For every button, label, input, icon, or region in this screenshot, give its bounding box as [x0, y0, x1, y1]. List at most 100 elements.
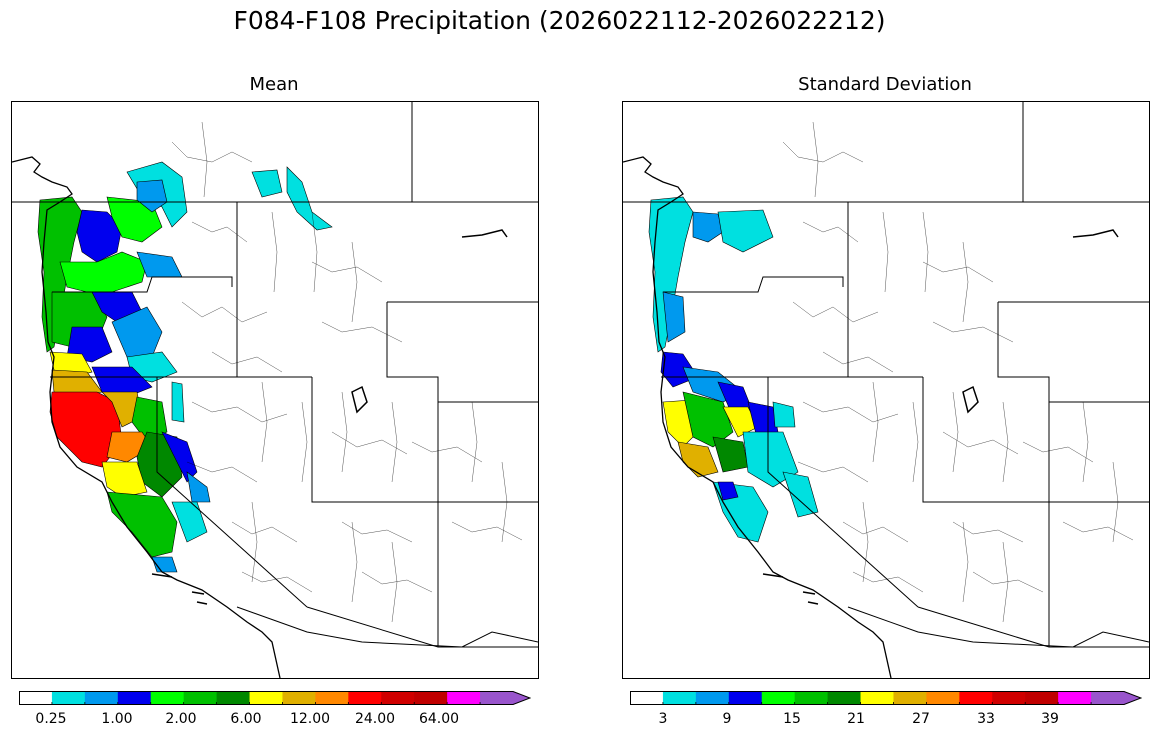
lake-michigan-shore: [461, 229, 508, 238]
colorbar-outline: [19, 691, 532, 705]
mean-map[interactable]: [11, 101, 539, 679]
channel-islands: [762, 573, 819, 605]
boundary-layer: [623, 102, 1149, 678]
colorbar-swatch: [794, 691, 829, 705]
channel-islands: [151, 573, 208, 605]
state-border-az: [917, 606, 1149, 648]
stddev-colorbar-tick: 9: [722, 711, 732, 727]
colorbar-swatch: [1058, 691, 1092, 705]
basin-fill: [286, 166, 333, 231]
colorbar-swatch: [728, 691, 763, 705]
coastline: [12, 156, 281, 678]
stddev-colorbar-tick: 33: [977, 711, 995, 727]
basin-fill: [171, 501, 208, 543]
basin-fill: [251, 169, 283, 198]
mean-colorbar-svg: [19, 691, 532, 705]
great-salt-lake: [351, 385, 368, 414]
basin-fill: [171, 381, 185, 423]
colorbar-swatch: [84, 691, 119, 705]
mean-colorbar-labels: 0.25 1.00 2.00 6.00 12.00 24.00 64.00: [19, 711, 531, 731]
colorbar-swatch: [315, 691, 349, 705]
stddev-colorbar-tick: 15: [783, 711, 801, 727]
stddev-map-svg: [623, 102, 1149, 678]
basin-fill: [677, 441, 719, 478]
colorbar-swatch: [348, 691, 382, 705]
colorbar-swatch: [19, 691, 53, 705]
stddev-colorbar-svg: [630, 691, 1143, 705]
colorbar-swatch: [117, 691, 152, 705]
basin-fill: [106, 491, 178, 558]
colorbar-swatch: [381, 691, 415, 705]
great-salt-lake: [962, 385, 979, 414]
colorbar-swatch: [249, 691, 283, 705]
basin-fill: [772, 401, 796, 428]
colorbar-swatch: [761, 691, 796, 705]
colorbar-swatch: [1091, 691, 1141, 705]
state-border-az: [306, 606, 538, 648]
stddev-fill-layer: [648, 196, 819, 543]
basin-fill: [161, 431, 198, 483]
state-border-mt-vert: [997, 302, 1050, 647]
stddev-colorbar-labels: 3 9 15 21 27 33 39: [630, 711, 1142, 731]
basin-fill: [692, 211, 724, 243]
coastline: [623, 156, 892, 678]
state-border-ca-nv: [767, 377, 919, 608]
boundary-layer: [12, 102, 538, 678]
basin-fill: [151, 556, 178, 573]
basin-fill: [712, 436, 749, 473]
basin-fill: [76, 209, 123, 263]
mean-colorbar-tick: 64.00: [418, 711, 460, 727]
colorbar-swatch: [51, 691, 86, 705]
colorbar-swatch: [926, 691, 960, 705]
figure-title: F084-F108 Precipitation (2026022112-2026…: [233, 6, 886, 35]
colorbar-swatch: [893, 691, 927, 705]
mexico-border: [236, 606, 538, 648]
mean-colorbar-tick: 0.25: [35, 711, 67, 727]
colorbar-swatch: [860, 691, 894, 705]
mexico-border: [847, 606, 1149, 648]
colorbar-swatch: [662, 691, 697, 705]
stddev-colorbar-tick: 21: [847, 711, 865, 727]
basin-fill: [782, 471, 819, 518]
basin-fill: [717, 481, 739, 501]
state-border-wa-or: [52, 276, 233, 293]
precip-fill-layer: [37, 161, 333, 573]
colorbar-swatch: [992, 691, 1026, 705]
colorbar-swatch: [447, 691, 481, 705]
colorbar-outline: [630, 691, 1143, 705]
basin-fill: [91, 366, 153, 398]
stddev-map[interactable]: [622, 101, 1150, 679]
state-border-nv-ut: [922, 377, 1149, 503]
basin-fill: [136, 179, 168, 213]
mean-colorbar-tick: 12.00: [289, 711, 331, 727]
colorbar-swatch: [959, 691, 993, 705]
colorbar-swatch: [630, 691, 664, 705]
colorbar-swatch: [695, 691, 730, 705]
watershed-grid: [782, 121, 1134, 623]
colorbar-swatch: [150, 691, 185, 705]
colorbar-swatch: [414, 691, 448, 705]
lake-michigan-shore: [1072, 229, 1119, 238]
basin-fill: [662, 291, 686, 343]
colorbar-swatch: [282, 691, 316, 705]
colorbar-swatch: [1025, 691, 1059, 705]
mean-colorbar: [19, 690, 532, 709]
panel-title-mean: Mean: [249, 74, 299, 95]
colorbar-swatch: [480, 691, 530, 705]
watershed-grid: [171, 121, 523, 623]
stddev-colorbar-tick: 27: [912, 711, 930, 727]
state-border-mt-vert: [386, 302, 439, 647]
state-border-wa-or: [663, 276, 844, 293]
mean-colorbar-tick: 1.00: [101, 711, 133, 727]
mean-colorbar-tick: 2.00: [165, 711, 197, 727]
colorbar-swatch: [827, 691, 862, 705]
stddev-colorbar-tick: 3: [658, 711, 668, 727]
basin-fill: [111, 306, 163, 358]
stddev-colorbar: [630, 690, 1143, 709]
basin-fill: [66, 326, 113, 363]
mean-map-svg: [12, 102, 538, 678]
colorbar-swatch: [216, 691, 251, 705]
basin-fill: [717, 209, 774, 253]
mean-colorbar-tick: 24.00: [354, 711, 396, 727]
basin-fill: [59, 251, 148, 293]
